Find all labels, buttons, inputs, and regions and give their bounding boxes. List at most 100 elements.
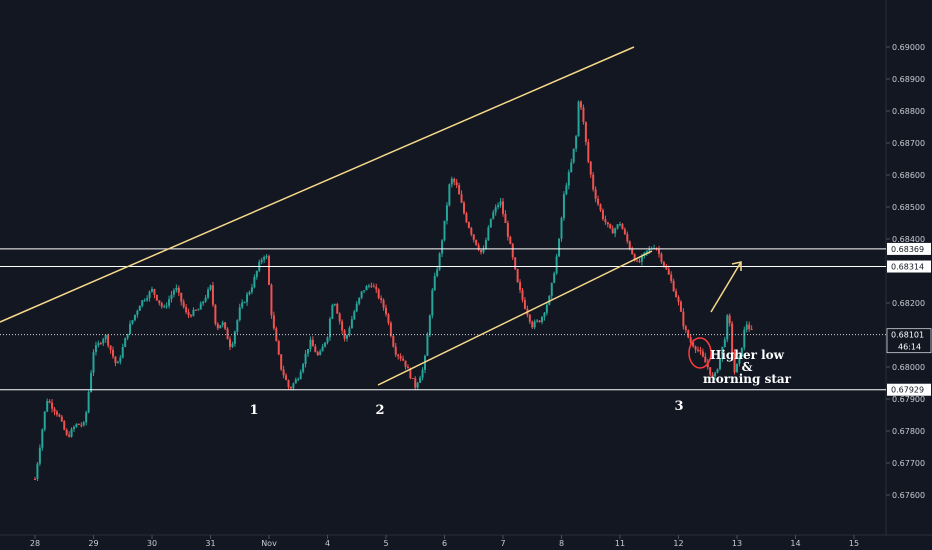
candle-body bbox=[358, 297, 361, 304]
candle-body bbox=[438, 253, 441, 270]
candle-body bbox=[80, 424, 83, 426]
annotation-text-line: & bbox=[742, 360, 753, 374]
candle-body bbox=[453, 178, 456, 183]
candle-body bbox=[745, 324, 748, 330]
candle-body bbox=[319, 351, 322, 355]
candle-body bbox=[214, 304, 217, 324]
candle-body bbox=[243, 302, 246, 304]
candle-body bbox=[545, 304, 548, 313]
candle-body bbox=[682, 311, 685, 327]
candle-body bbox=[141, 300, 144, 306]
candle-body bbox=[82, 422, 85, 426]
candle-body bbox=[660, 253, 663, 262]
y-tick-label: 0.67800 bbox=[892, 427, 925, 436]
candle-body bbox=[636, 260, 639, 262]
level-price-tag: 0.68314 bbox=[887, 260, 931, 273]
candle-body bbox=[263, 256, 266, 260]
candle-body bbox=[360, 291, 363, 298]
candle-body bbox=[77, 423, 80, 425]
candle-body bbox=[170, 294, 173, 300]
candle-body bbox=[480, 249, 483, 253]
x-tick-label: 28 bbox=[30, 539, 40, 548]
candle-body bbox=[348, 328, 351, 336]
candle-body bbox=[380, 297, 383, 300]
candle-body bbox=[397, 354, 400, 357]
candle-body bbox=[155, 294, 158, 301]
candle-body bbox=[711, 374, 714, 377]
candle-body bbox=[494, 207, 497, 213]
candle-body bbox=[477, 245, 480, 250]
candle-body bbox=[414, 378, 417, 388]
candle-body bbox=[692, 342, 695, 347]
candle-body bbox=[487, 227, 490, 241]
candle-body bbox=[387, 314, 390, 323]
candle-body bbox=[370, 285, 373, 287]
x-tick-label: 15 bbox=[849, 539, 859, 548]
candle-body bbox=[316, 352, 319, 355]
candle-body bbox=[277, 341, 280, 355]
candle-body bbox=[197, 309, 200, 311]
candle-body bbox=[211, 285, 214, 305]
candle-body bbox=[523, 299, 526, 309]
projection-arrow-line[interactable] bbox=[710, 261, 742, 313]
candle-body bbox=[172, 290, 175, 295]
candle-body bbox=[153, 289, 156, 295]
candle-body bbox=[441, 240, 444, 254]
candle-body bbox=[355, 303, 358, 312]
candle-body bbox=[718, 358, 721, 370]
candle-body bbox=[723, 339, 726, 347]
current-price-tag-box bbox=[886, 328, 932, 354]
chart-grid bbox=[0, 0, 932, 536]
candle-body bbox=[694, 346, 697, 350]
candle-body bbox=[392, 336, 395, 347]
level-price-tag: 0.67929 bbox=[887, 383, 931, 396]
candle-body bbox=[611, 228, 614, 234]
current-price-value: 0.68101 bbox=[891, 331, 924, 340]
level-tag-text: 0.67929 bbox=[891, 386, 924, 395]
y-tick-label: 0.67700 bbox=[892, 459, 925, 468]
candle-body bbox=[226, 328, 229, 340]
candle-body bbox=[675, 291, 678, 298]
y-tick-label: 0.69000 bbox=[892, 43, 925, 52]
candle-body bbox=[219, 325, 222, 329]
upper-trendline[interactable] bbox=[0, 46, 635, 323]
level-tag-background bbox=[887, 383, 931, 396]
candle-body bbox=[180, 292, 183, 302]
candle-body bbox=[604, 219, 607, 223]
candle-body bbox=[543, 312, 546, 318]
candle-body bbox=[645, 250, 648, 253]
candle-body bbox=[229, 339, 231, 347]
candle-body bbox=[94, 345, 97, 353]
candle-body bbox=[679, 301, 682, 312]
candle-body bbox=[448, 184, 451, 206]
candle-body bbox=[445, 205, 448, 221]
candle-body bbox=[182, 301, 185, 308]
candle-body bbox=[704, 356, 707, 363]
x-tick-label: 8 bbox=[559, 539, 564, 548]
candle-body bbox=[740, 347, 743, 357]
candle-body bbox=[433, 276, 436, 291]
candle-body bbox=[497, 204, 500, 208]
lower-trendline[interactable] bbox=[377, 250, 653, 386]
candle-body bbox=[738, 356, 741, 364]
candle-body bbox=[648, 248, 651, 251]
candle-body bbox=[109, 345, 112, 350]
candle-body bbox=[492, 212, 495, 219]
time-axis: 28 29 30 31 Nov 4 5 6 7 8 11 12 13 14 15 bbox=[30, 535, 859, 548]
candle-body bbox=[697, 349, 699, 351]
candle-body bbox=[592, 174, 595, 190]
candle-body bbox=[36, 463, 39, 480]
candle-body bbox=[280, 354, 283, 370]
candle-body bbox=[731, 323, 734, 354]
candle-body bbox=[470, 227, 473, 235]
y-tick-label: 0.68500 bbox=[892, 203, 925, 212]
candle-body bbox=[748, 324, 751, 330]
candle-body bbox=[565, 185, 568, 195]
candle-body bbox=[236, 320, 239, 332]
x-tick-label: 6 bbox=[442, 539, 447, 548]
candle-body bbox=[314, 346, 317, 353]
candle-body bbox=[582, 107, 585, 122]
morning-star-highlight[interactable] bbox=[688, 337, 712, 369]
